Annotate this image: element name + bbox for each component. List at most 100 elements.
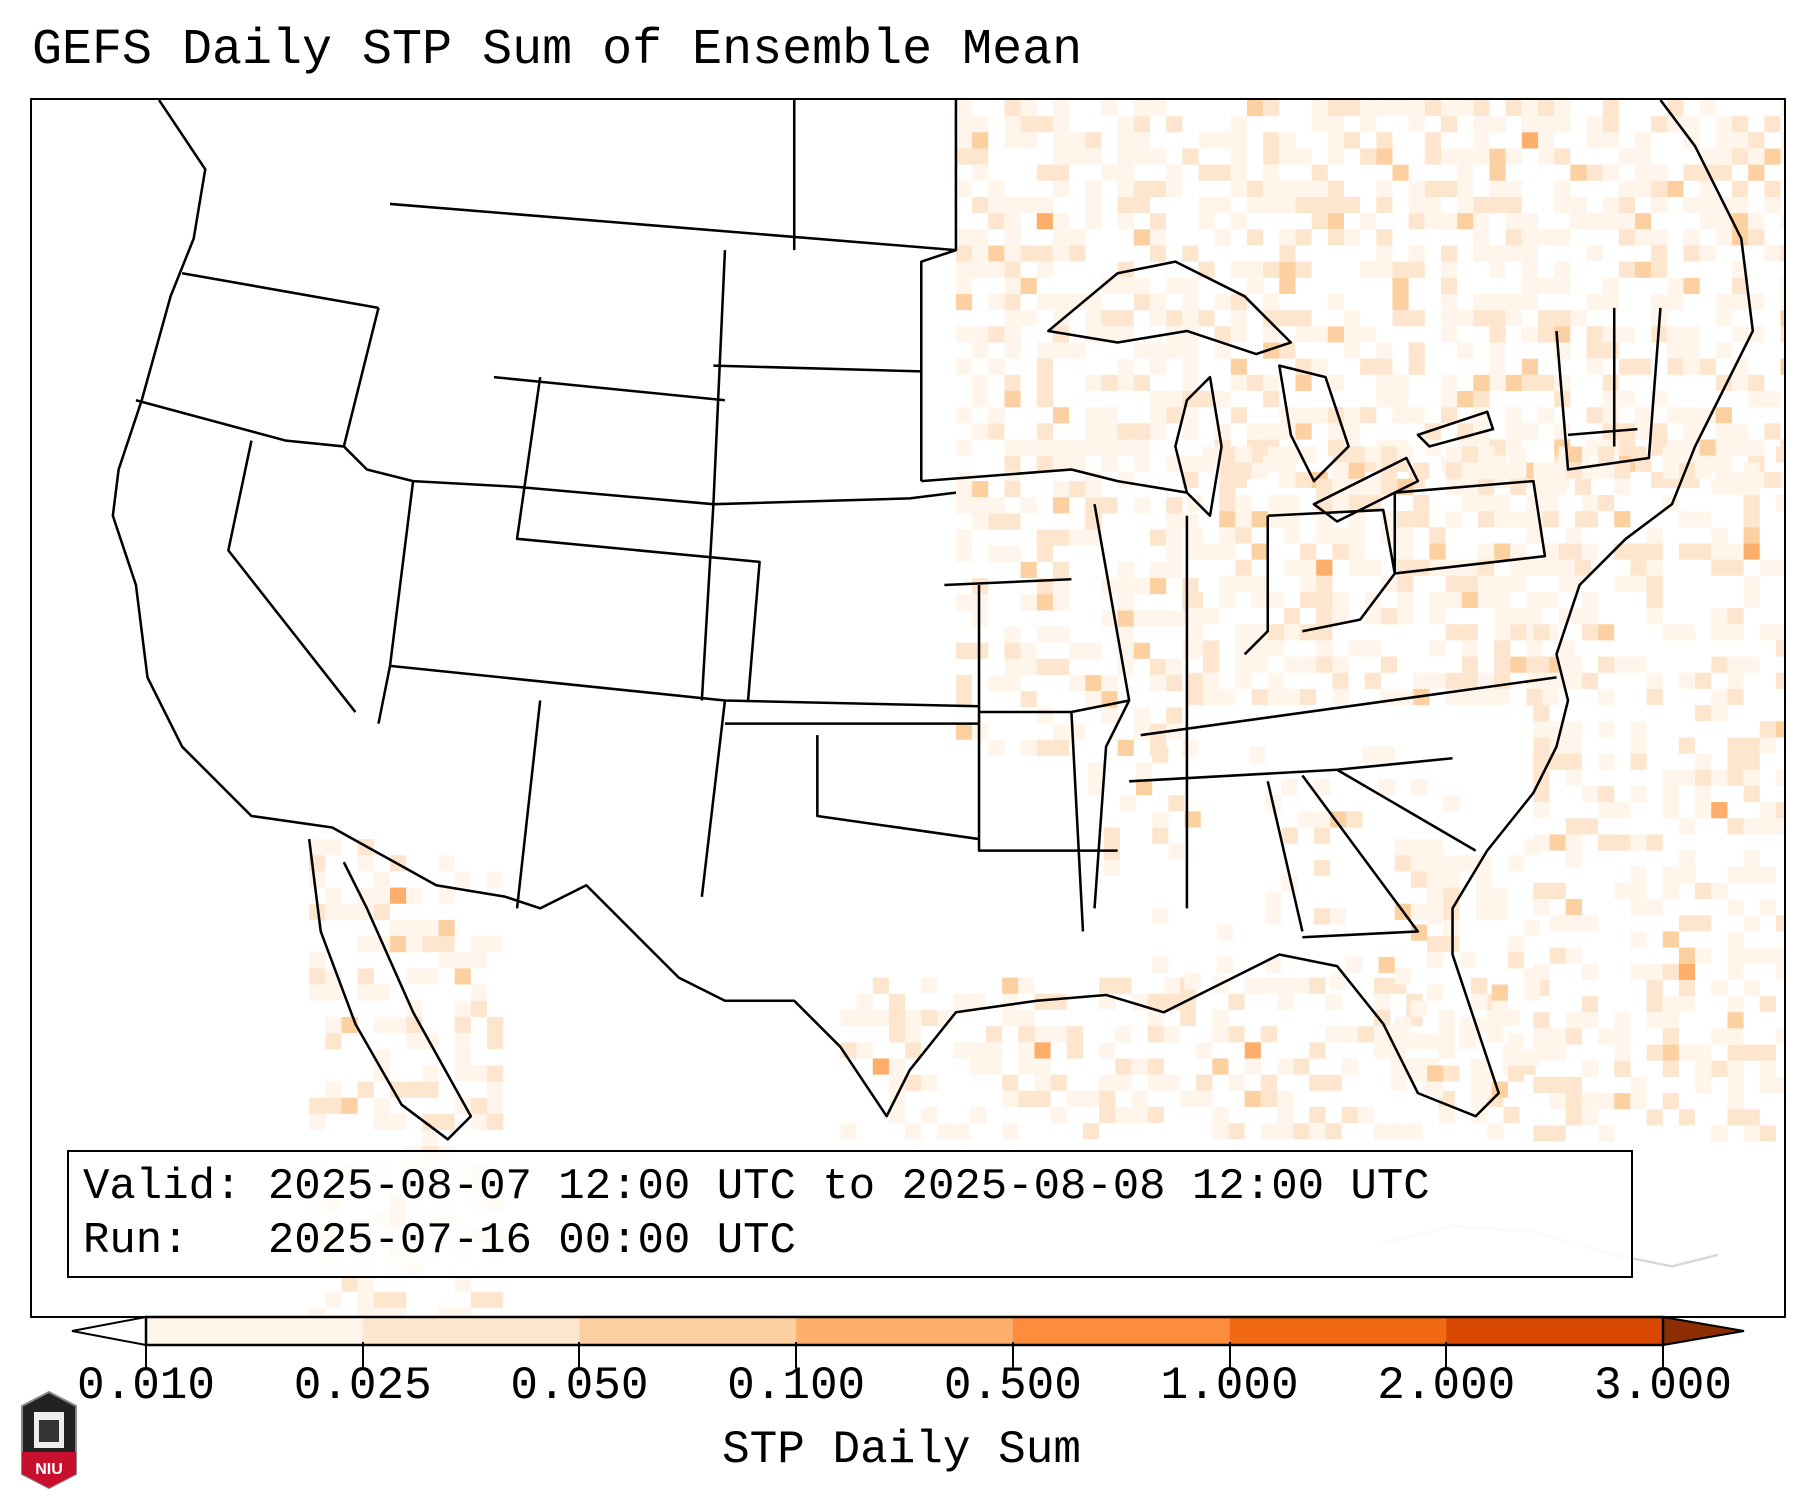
stp-cell: [1392, 294, 1409, 311]
stp-cell: [988, 358, 1005, 375]
stp-cell: [1494, 511, 1511, 528]
stp-cell: [1374, 1009, 1391, 1027]
stp-cell: [1408, 197, 1425, 214]
stp-cell: [1364, 559, 1381, 576]
stp-cell: [1408, 407, 1425, 424]
stp-cell: [1179, 1009, 1197, 1027]
stp-cell: [1775, 672, 1784, 689]
stp-cell: [1727, 608, 1744, 625]
stp-cell: [1554, 116, 1571, 133]
stp-cell: [921, 1009, 938, 1027]
stp-cell: [1244, 977, 1261, 994]
stp-cell: [1052, 481, 1070, 498]
stp-cell: [1300, 559, 1317, 576]
stp-cell: [438, 1307, 455, 1316]
stp-cell: [1554, 229, 1571, 246]
stp-cell: [1085, 439, 1102, 456]
stp-cell: [1427, 887, 1444, 904]
stp-cell: [1780, 132, 1784, 149]
stp-cell: [1309, 1106, 1326, 1124]
stp-cell: [1020, 658, 1037, 676]
stp-cell: [1392, 277, 1409, 295]
stp-cell: [1066, 1026, 1083, 1043]
stp-cell: [1212, 1106, 1229, 1124]
stp-cell: [856, 1042, 873, 1059]
stp-cell: [1489, 197, 1506, 214]
stp-cell: [1004, 277, 1021, 295]
stp-cell: [1101, 675, 1118, 692]
stp-cell: [1651, 197, 1668, 214]
stp-cell: [1166, 116, 1183, 133]
stp-cell: [1036, 739, 1053, 756]
stp-cell: [1251, 511, 1268, 528]
stp-cell: [1732, 197, 1749, 214]
stp-cell: [1069, 675, 1086, 692]
stp-cell: [1574, 478, 1592, 495]
stp-cell: [1651, 229, 1668, 246]
stp-cell: [1699, 148, 1716, 165]
stp-cell: [1524, 839, 1541, 856]
stp-cell: [1533, 753, 1550, 770]
stp-cell: [1533, 1125, 1550, 1142]
stp-cell: [1343, 342, 1361, 359]
stp-cell: [1267, 494, 1284, 512]
stp-cell: [1115, 1058, 1132, 1075]
stp-cell: [1554, 148, 1571, 165]
stp-cell: [1117, 148, 1134, 165]
stp-cell: [1408, 310, 1425, 327]
stp-cell: [373, 871, 391, 888]
stp-cell: [1427, 984, 1444, 1001]
stp-cell: [988, 407, 1005, 424]
stp-cell: [1662, 1012, 1679, 1029]
stp-cell: [1182, 277, 1199, 295]
stp-cell: [1678, 769, 1696, 786]
stp-cell: [1743, 462, 1760, 479]
stp-cell: [309, 952, 326, 969]
stp-cell: [1166, 277, 1183, 295]
stp-cell: [1477, 446, 1495, 463]
stp-cell: [1477, 672, 1495, 689]
stp-cell: [1410, 779, 1428, 796]
stp-cell: [1602, 132, 1619, 149]
stp-cell: [1630, 753, 1647, 770]
stp-cell: [454, 1033, 471, 1050]
stp-cell: [357, 984, 374, 1001]
stp-cell: [1445, 591, 1462, 609]
stp-cell: [1069, 294, 1086, 311]
stp-cell: [1263, 374, 1280, 392]
stp-cell: [1149, 658, 1167, 676]
stp-cell: [1279, 261, 1296, 278]
stp-cell: [1343, 423, 1361, 440]
stp-cell: [1651, 391, 1668, 408]
stp-cell: [1228, 1074, 1245, 1091]
stp-cell: [1166, 707, 1183, 724]
stp-cell: [1228, 993, 1245, 1010]
stp-cell: [1602, 213, 1619, 230]
stp-cell: [1004, 626, 1021, 643]
stp-cell: [1538, 407, 1555, 424]
stp-cell: [1491, 887, 1508, 904]
stp-cell: [1332, 478, 1349, 495]
stp-cell: [1732, 213, 1749, 230]
stp-cell: [1507, 952, 1525, 969]
stp-cell: [1413, 511, 1430, 528]
stp-cell: [1651, 261, 1668, 278]
colorbar-over-extension: [1662, 1315, 1745, 1347]
stp-cell: [1293, 977, 1310, 994]
stp-cell: [1311, 197, 1328, 214]
stp-cell: [1662, 1028, 1679, 1045]
stp-cell: [1475, 1065, 1492, 1082]
stp-cell: [1565, 1093, 1582, 1110]
stp-cell: [1503, 1106, 1520, 1124]
stp-cell: [1219, 511, 1236, 528]
stp-cell: [1376, 245, 1393, 262]
stp-cell: [1149, 529, 1167, 546]
stp-cell: [1526, 559, 1543, 576]
stp-cell: [1149, 407, 1167, 424]
stp-cell: [1461, 462, 1478, 479]
stp-cell: [1586, 116, 1603, 133]
stp-cell: [1069, 342, 1086, 359]
colorbar-frame: [144, 1315, 1665, 1347]
stp-cell: [1445, 462, 1462, 479]
stp-cell: [1711, 688, 1728, 706]
